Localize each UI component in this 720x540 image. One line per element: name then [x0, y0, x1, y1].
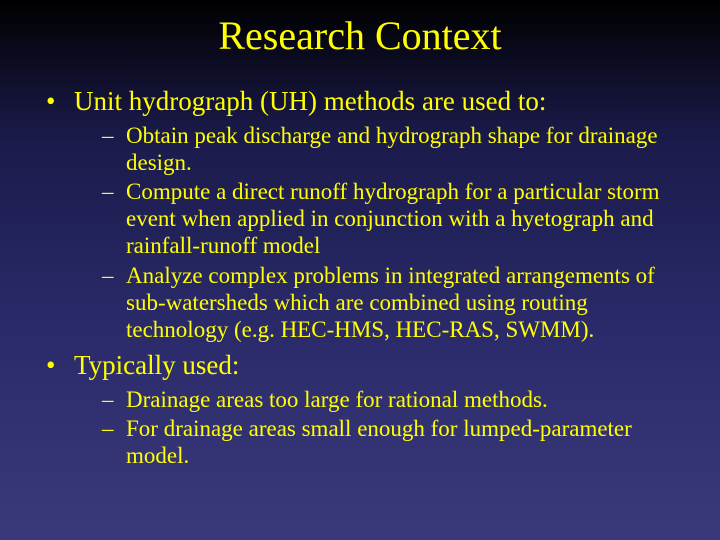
bullet-text: Typically used:	[74, 350, 239, 380]
bullet-list-level2: Obtain peak discharge and hydrograph sha…	[74, 122, 682, 343]
bullet-list-level1: Unit hydrograph (UH) methods are used to…	[38, 85, 682, 469]
slide-title: Research Context	[38, 12, 682, 59]
sub-bullet-item: For drainage areas small enough for lump…	[102, 415, 682, 469]
bullet-item: Unit hydrograph (UH) methods are used to…	[38, 85, 682, 343]
bullet-item: Typically used: Drainage areas too large…	[38, 349, 682, 469]
sub-bullet-item: Analyze complex problems in integrated a…	[102, 262, 682, 343]
sub-bullet-item: Obtain peak discharge and hydrograph sha…	[102, 122, 682, 176]
bullet-text: Unit hydrograph (UH) methods are used to…	[74, 86, 546, 116]
sub-bullet-item: Compute a direct runoff hydrograph for a…	[102, 178, 682, 259]
sub-bullet-item: Drainage areas too large for rational me…	[102, 386, 682, 413]
bullet-list-level2: Drainage areas too large for rational me…	[74, 386, 682, 469]
